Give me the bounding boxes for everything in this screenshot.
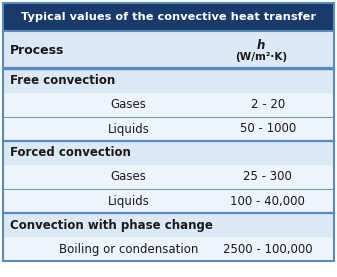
Text: Liquids: Liquids	[108, 194, 150, 207]
Text: Convection with phase change: Convection with phase change	[10, 219, 213, 232]
Bar	[3, 165, 334, 189]
Text: 50 - 1000: 50 - 1000	[240, 122, 296, 135]
Text: 2500 - 100,000: 2500 - 100,000	[223, 242, 313, 255]
Bar	[3, 237, 334, 261]
Bar	[3, 117, 334, 141]
Bar	[3, 141, 334, 165]
Text: h: h	[257, 39, 265, 52]
Bar	[3, 69, 334, 93]
Text: Liquids: Liquids	[108, 122, 150, 135]
Bar	[3, 93, 334, 117]
Text: 25 - 300: 25 - 300	[243, 171, 292, 183]
Bar	[3, 31, 334, 69]
Text: 100 - 40,000: 100 - 40,000	[231, 194, 305, 207]
Bar	[3, 213, 334, 237]
Bar	[3, 3, 334, 31]
Text: Forced convection: Forced convection	[10, 147, 131, 160]
Text: Free convection: Free convection	[10, 75, 115, 88]
Bar	[3, 189, 334, 213]
Text: (W/m²·K): (W/m²·K)	[235, 52, 287, 62]
Text: Gases: Gases	[111, 99, 147, 112]
Text: Process: Process	[10, 43, 64, 57]
Text: Typical values of the convective heat transfer: Typical values of the convective heat tr…	[21, 12, 316, 22]
Text: 2 - 20: 2 - 20	[251, 99, 285, 112]
Text: Boiling or condensation: Boiling or condensation	[59, 242, 198, 255]
Text: Gases: Gases	[111, 171, 147, 183]
